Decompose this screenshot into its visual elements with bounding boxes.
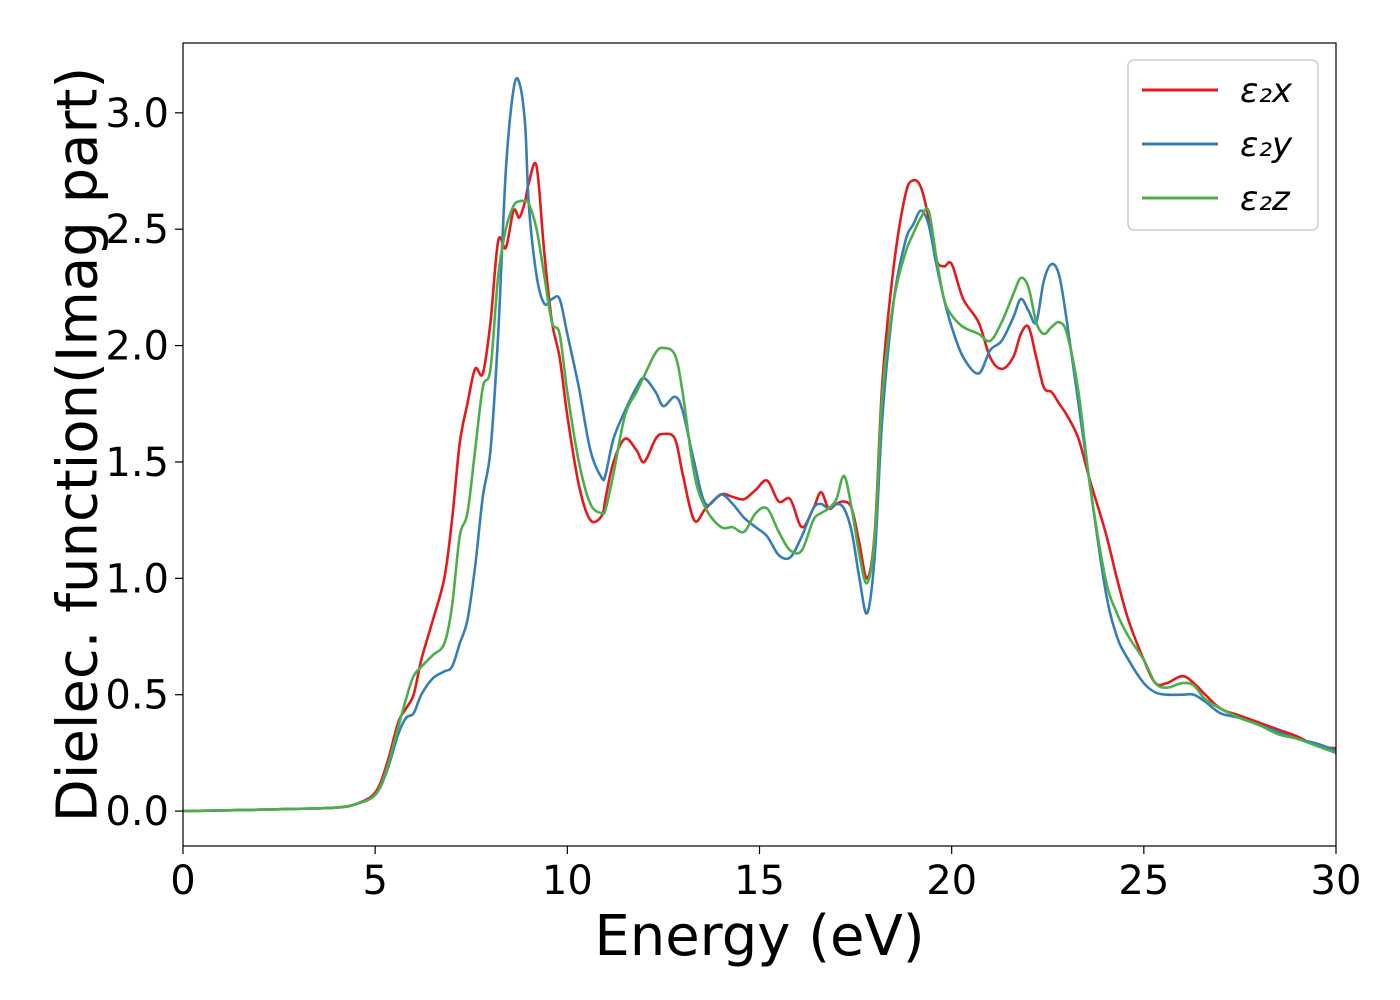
series-line-1 (182, 161, 1337, 813)
y-tick-label: 1.0 (105, 556, 169, 602)
x-tick-label: 20 (926, 858, 977, 904)
y-axis-title: Dielec. function(Imag part) (46, 67, 111, 823)
legend: ε₂x ε₂y ε₂z (1127, 59, 1319, 231)
legend-label: ε₂x (1240, 71, 1293, 111)
series-lines (182, 77, 1337, 813)
x-tick-label: 0 (170, 858, 195, 904)
y-tick-label: 0.0 (105, 789, 169, 835)
series-line-3 (182, 199, 1337, 813)
legend-label: ε₂y (1240, 125, 1293, 165)
x-tick-label: 5 (362, 858, 387, 904)
y-tick-label: 3.0 (105, 91, 169, 137)
y-tick-label: 2.0 (105, 324, 169, 370)
y-tick-label: 0.5 (105, 673, 169, 719)
x-tick-label: 15 (734, 858, 785, 904)
y-tick-label: 1.5 (105, 440, 169, 486)
y-axis-ticks: 0.0 0.5 1.0 1.5 2.0 2.5 3.0 (105, 91, 183, 835)
x-tick-label: 10 (542, 858, 593, 904)
x-tick-label: 25 (1118, 858, 1169, 904)
y-tick-label: 2.5 (105, 207, 169, 253)
x-axis-ticks: 0 5 10 15 20 25 30 (170, 846, 1361, 904)
x-tick-label: 30 (1311, 858, 1362, 904)
legend-label: ε₂z (1240, 179, 1291, 219)
x-axis-title: Energy (eV) (594, 904, 924, 969)
legend-box (1127, 59, 1319, 231)
